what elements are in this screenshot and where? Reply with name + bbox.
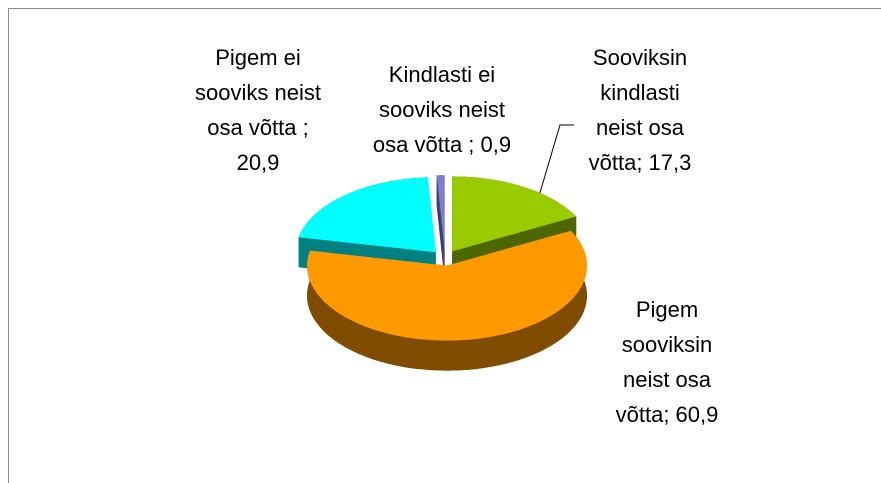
leader-line (538, 124, 574, 197)
slice (298, 177, 436, 253)
slice-rim (307, 230, 587, 371)
slice (452, 176, 577, 252)
slice (307, 230, 587, 341)
data-label: Sooviksin kindlasti neist osa võtta; 17,… (588, 45, 692, 175)
data-label: Pigem ei sooviks neist osa võtta ; 20,9 (195, 45, 321, 175)
data-label: Kindlasti ei sooviks neist osa võtta ; 0… (372, 62, 512, 157)
data-label: Pigem sooviksin neist osa võtta; 60,9 (615, 297, 719, 427)
slice (436, 175, 445, 251)
chart-border (8, 8, 881, 483)
